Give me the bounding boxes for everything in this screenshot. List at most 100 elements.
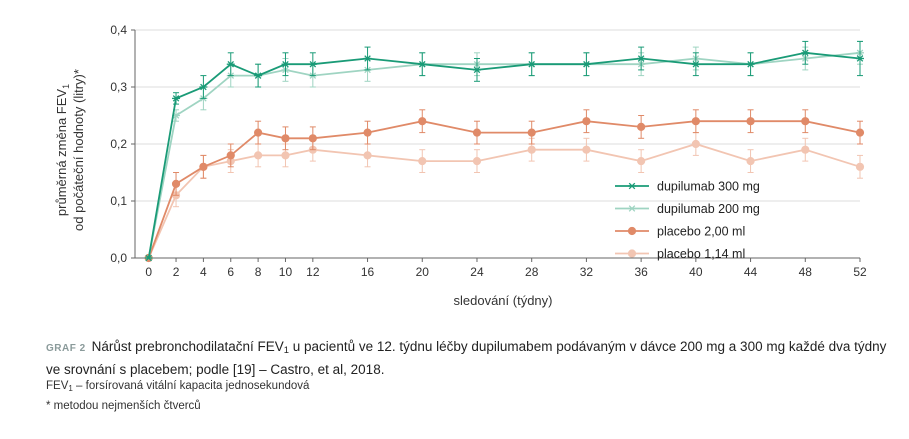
legend-marker [628,205,636,212]
data-point [363,151,372,160]
series-0 [144,40,864,262]
data-point [226,151,235,160]
data-point [254,72,263,79]
x-tick-label: 52 [853,265,867,279]
data-point [308,134,317,143]
data-point [801,145,810,154]
x-tick-label: 44 [744,265,758,279]
caption-text-part1: Nárůst prebronchodilatační FEV [91,339,284,354]
data-point [472,157,482,166]
legend-item: placebo 2,00 ml [615,225,745,239]
footnote-fev1-sub: 1 [68,384,73,393]
data-point [582,145,591,154]
data-point [472,66,481,74]
data-point [527,145,536,154]
data-point [172,95,181,102]
data-point [691,139,700,149]
y-axis-label-line2: od počáteční hodnoty (litry)* [71,69,86,231]
data-point [855,128,865,137]
data-point [418,117,427,126]
data-point [281,60,290,68]
data-point [582,117,591,126]
legend-label: placebo 1,14 ml [657,247,745,261]
data-point [363,55,372,62]
data-point [582,60,591,68]
caption-sub: 1 [283,345,290,356]
x-tick-label: 12 [306,265,320,279]
y-axis-label-line1: průměrná změna FEV [54,89,69,216]
y-axis-label-sub: 1 [61,84,71,89]
series-layer [144,40,865,263]
data-point [637,55,646,62]
legend-marker [628,182,636,190]
legend-label: placebo 2,00 ml [657,225,745,239]
legend-marker [627,226,637,236]
data-point [801,117,810,126]
data-point [691,117,700,126]
x-tick-label: 10 [279,265,293,279]
data-point [226,60,235,68]
data-point [746,157,755,166]
y-tick-label: 0,2 [110,137,127,151]
x-tick-label: 48 [799,265,813,279]
chart: 0,00,10,20,30,4 0 2 4 6 8 10 12 16 20 24 28 32 36 40 4… [54,23,867,308]
footnote-fev1-part1: FEV [46,380,69,392]
legend-label: dupilumab 200 mg [657,202,760,216]
data-point [254,128,263,137]
x-tick-label: 28 [525,265,539,279]
footnote-fev1-part2: – forsírovaná vitální kapacita jednoseku… [72,380,310,392]
caption-tag: GRAF 2 [46,343,86,354]
legend-item: dupilumab 300 mg [615,180,760,194]
y-tick-label: 0,4 [110,23,127,37]
svg-text:průměrná změna FEV1: průměrná změna FEV1 [54,84,71,216]
data-point [363,128,372,137]
series-3 [144,132,865,263]
data-point [527,128,536,137]
figure-caption: GRAF 2 Nárůst prebronchodilatační FEV1 u … [46,337,896,379]
x-tick-label: 4 [200,265,207,279]
x-tick-label: 40 [689,265,703,279]
caption-text-part2: u pacientů ve 12. týdnu léčby dupilumabe… [46,339,887,377]
x-tick-label: 0 [145,265,152,279]
x-tick-labels: 0 2 4 6 8 10 12 16 20 24 28 32 36 40 44 48 52 [145,258,867,279]
footnote-method: * metodou nejmenších čtverců [46,400,201,412]
data-point [418,157,427,166]
x-tick-label: 2 [173,265,180,279]
data-point [856,55,864,62]
x-tick-label: 24 [470,265,484,279]
y-tick-label: 0,0 [110,251,127,265]
series-1 [144,40,864,262]
data-point [199,162,208,171]
legend-item: dupilumab 200 mg [615,202,760,216]
data-point [281,151,290,160]
data-point [527,60,536,68]
data-point [199,83,208,91]
data-point [855,162,865,171]
data-point [308,60,317,68]
y-tick-label: 0,3 [110,80,127,94]
data-point [801,49,810,57]
data-point [418,60,427,68]
data-point [691,60,700,68]
legend-marker [627,249,637,258]
legend: dupilumab 300 mg dupilumab 200 mg placebo … [615,180,760,261]
data-point [637,157,646,166]
x-axis-label: sledování (týdny) [454,293,553,308]
footnote-fev1: FEV1 – forsírovaná vitální kapacita jedn… [46,380,309,393]
y-axis-label: průměrná změna FEV1 od počáteční hodnoty… [54,69,86,231]
x-tick-label: 8 [255,265,262,279]
legend-item: placebo 1,14 ml [615,247,745,261]
y-tick-labels: 0,0 0,1 0,2 0,3 0,4 [110,23,135,265]
data-point [746,60,755,68]
data-point [472,128,482,137]
x-tick-label: 6 [227,265,234,279]
legend-label: dupilumab 300 mg [657,180,760,194]
gridlines [135,29,860,202]
data-point [171,179,181,188]
x-tick-label: 32 [580,265,594,279]
data-point [144,254,153,262]
data-point [281,134,290,143]
series-2 [144,109,865,263]
x-tick-label: 36 [634,265,648,279]
x-tick-label: 20 [416,265,430,279]
